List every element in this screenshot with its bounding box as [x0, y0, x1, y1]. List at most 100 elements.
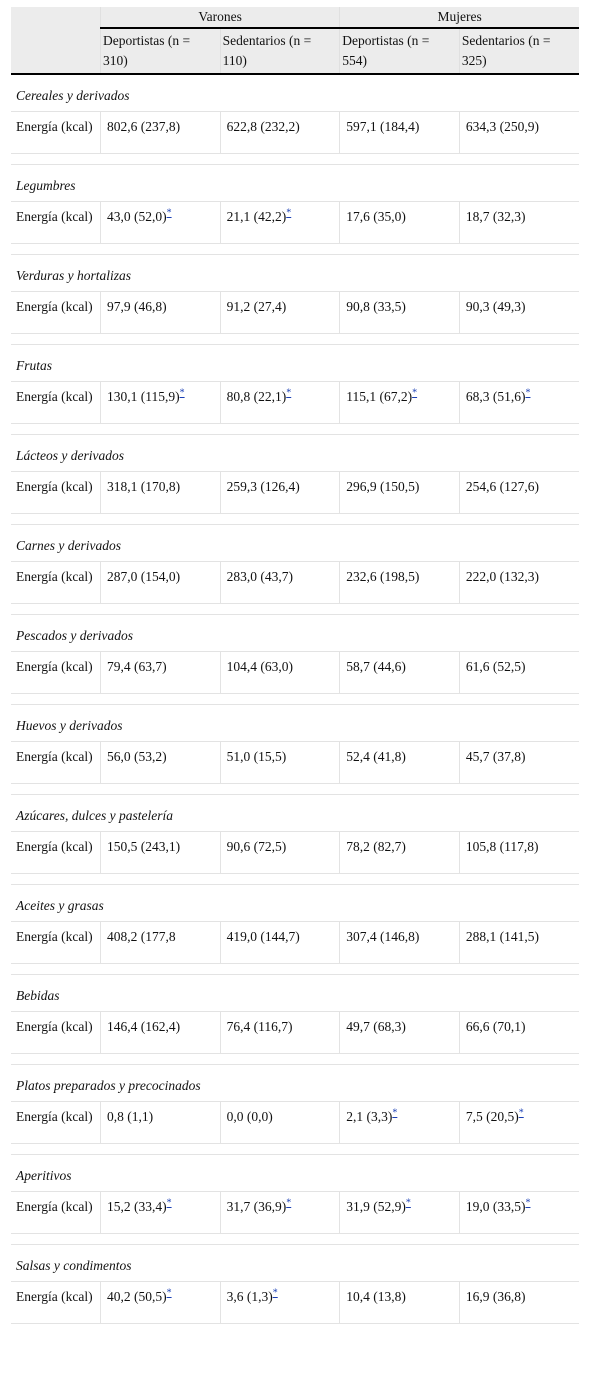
cell-value: 597,1 (184,4)	[346, 119, 420, 134]
section-spacer	[11, 423, 579, 435]
cell-value: 259,3 (126,4)	[226, 479, 300, 494]
cell-value: 43,0 (52,0)	[106, 209, 167, 224]
cell-value: 21,1 (42,2)	[226, 209, 287, 224]
table-cell: 61,6 (52,5)	[458, 651, 579, 694]
table-row: Energía (kcal) 43,0 (52,0)* 21,1 (42,2)* 17…	[11, 201, 579, 244]
table-cell: 18,7 (32,3)	[458, 201, 579, 244]
table-cell: 40,2 (50,5)*	[99, 1281, 221, 1324]
footnote-link[interactable]: *	[405, 1197, 411, 1209]
column-header-men-athletes: Deportistas (n = 310)	[99, 28, 221, 75]
table-column-header-row: Deportistas (n = 310) Sedentarios (n = 1…	[11, 28, 579, 75]
section-spacer	[11, 783, 579, 795]
table-cell: 307,4 (146,8)	[339, 921, 460, 964]
category-row: Lácteos y derivados	[11, 434, 579, 472]
table-cell: 232,6 (198,5)	[339, 561, 460, 604]
table-cell: 78,2 (82,7)	[339, 831, 460, 874]
table-cell: 21,1 (42,2)*	[219, 201, 340, 244]
table-cell: 90,3 (49,3)	[458, 291, 579, 334]
table-cell: 3,6 (1,3)*	[219, 1281, 340, 1324]
cell-value: 58,7 (44,6)	[346, 659, 406, 674]
row-label-energy: Energía (kcal)	[11, 471, 101, 514]
cell-value: 287,0 (154,0)	[106, 569, 181, 584]
section-spacer	[11, 243, 579, 255]
cell-value: 79,4 (63,7)	[106, 659, 167, 674]
table-cell: 45,7 (37,8)	[458, 741, 579, 784]
table-cell: 19,0 (33,5)*	[458, 1191, 579, 1234]
cell-value: 90,6 (72,5)	[226, 839, 287, 854]
table-cell: 150,5 (243,1)	[99, 831, 221, 874]
row-label-energy: Energía (kcal)	[11, 831, 101, 874]
cell-value: 19,0 (33,5)	[465, 1199, 526, 1214]
cell-value: 61,6 (52,5)	[465, 659, 526, 674]
footnote-link[interactable]: *	[179, 387, 185, 399]
table-row: Energía (kcal) 56,0 (53,2) 51,0 (15,5) 52,4…	[11, 741, 579, 784]
cell-value: 17,6 (35,0)	[346, 209, 406, 224]
cell-value: 222,0 (132,3)	[465, 569, 539, 584]
section-spacer	[11, 963, 579, 975]
group-header-women: Mujeres	[339, 7, 579, 29]
category-row: Azúcares, dulces y pastelería	[11, 794, 579, 832]
section-spacer	[11, 153, 579, 165]
category-row: Carnes y derivados	[11, 524, 579, 562]
table-group-header-row: Varones Mujeres	[11, 7, 579, 29]
table-cell: 622,8 (232,2)	[219, 111, 340, 154]
table-cell: 130,1 (115,9)*	[99, 381, 221, 424]
table-cell: 79,4 (63,7)	[99, 651, 221, 694]
footnote-link[interactable]: *	[166, 207, 172, 219]
column-header-women-athletes: Deportistas (n = 554)	[339, 28, 460, 75]
footnote-link[interactable]: *	[286, 1197, 292, 1209]
category-row: Aceites y grasas	[11, 884, 579, 922]
cell-value: 3,6 (1,3)	[226, 1289, 273, 1304]
table-cell: 15,2 (33,4)*	[99, 1191, 221, 1234]
cell-value: 7,5 (20,5)	[465, 1109, 519, 1124]
cell-value: 0,8 (1,1)	[106, 1109, 154, 1124]
category-row: Legumbres	[11, 164, 579, 202]
table-row: Energía (kcal) 802,6 (237,8) 622,8 (232,2)…	[11, 111, 579, 154]
table-row: Energía (kcal) 408,2 (177,8 419,0 (144,7) 3…	[11, 921, 579, 964]
cell-value: 90,3 (49,3)	[465, 299, 526, 314]
footnote-link[interactable]: *	[392, 1107, 398, 1119]
category-label: Cereales y derivados	[11, 74, 579, 112]
cell-value: 622,8 (232,2)	[226, 119, 300, 134]
footnote-link[interactable]: *	[518, 1107, 524, 1119]
table-cell: 68,3 (51,6)*	[458, 381, 579, 424]
footnote-link[interactable]: *	[525, 387, 531, 399]
footnote-link[interactable]: *	[525, 1197, 531, 1209]
footnote-link[interactable]: *	[286, 387, 292, 399]
footnote-link[interactable]: *	[286, 207, 292, 219]
section-spacer	[11, 1053, 579, 1065]
table-cell: 2,1 (3,3)*	[339, 1101, 460, 1144]
table-cell: 90,8 (33,5)	[339, 291, 460, 334]
row-label-energy: Energía (kcal)	[11, 741, 101, 784]
cell-value: 283,0 (43,7)	[226, 569, 293, 584]
table-cell: 419,0 (144,7)	[219, 921, 340, 964]
table-cell: 283,0 (43,7)	[219, 561, 340, 604]
category-row: Huevos y derivados	[11, 704, 579, 742]
footnote-link[interactable]: *	[166, 1197, 172, 1209]
footnote-link[interactable]: *	[412, 387, 418, 399]
cell-value: 45,7 (37,8)	[465, 749, 526, 764]
table-cell: 31,7 (36,9)*	[219, 1191, 340, 1234]
table-cell: 634,3 (250,9)	[458, 111, 579, 154]
table-cell: 76,4 (116,7)	[219, 1011, 340, 1054]
section-spacer	[11, 603, 579, 615]
cell-value: 408,2 (177,8	[106, 929, 176, 944]
table-cell: 43,0 (52,0)*	[99, 201, 221, 244]
table-row: Energía (kcal) 79,4 (63,7) 104,4 (63,0) 58,…	[11, 651, 579, 694]
table-cell: 31,9 (52,9)*	[339, 1191, 460, 1234]
table-body: Cereales y derivados Energía (kcal) 802,6 …	[11, 74, 579, 1324]
category-row: Platos preparados y precocinados	[11, 1064, 579, 1102]
footnote-link[interactable]: *	[166, 1287, 172, 1299]
column-header-women-sedentary: Sedentarios (n = 325)	[458, 28, 579, 75]
category-label: Frutas	[11, 344, 579, 382]
footnote-link[interactable]: *	[272, 1287, 278, 1299]
table-cell: 802,6 (237,8)	[99, 111, 221, 154]
cell-value: 105,8 (117,8)	[465, 839, 539, 854]
cell-value: 68,3 (51,6)	[465, 389, 526, 404]
table-cell: 318,1 (170,8)	[99, 471, 221, 514]
cell-value: 0,0 (0,0)	[226, 1109, 273, 1124]
row-label-energy: Energía (kcal)	[11, 381, 101, 424]
section-spacer	[11, 513, 579, 525]
cell-value: 51,0 (15,5)	[226, 749, 287, 764]
category-label: Verduras y hortalizas	[11, 254, 579, 292]
